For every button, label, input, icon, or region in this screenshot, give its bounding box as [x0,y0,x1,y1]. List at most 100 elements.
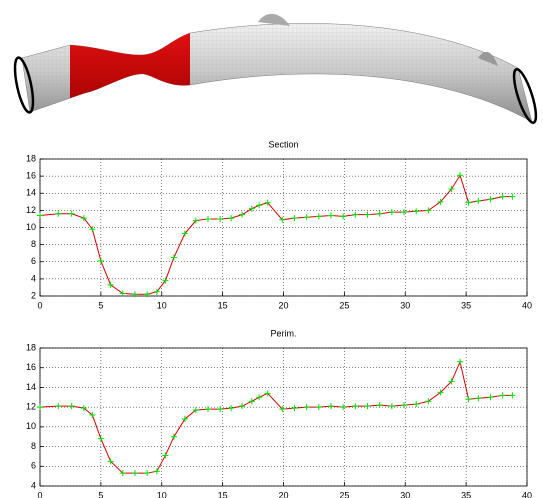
chart-title: Perim. [270,328,296,338]
point-marker [291,215,298,222]
point-marker [97,257,104,264]
point-marker [388,209,395,216]
point-marker [205,406,212,413]
x-tick-label: 10 [157,490,167,498]
point-marker [509,392,516,399]
point-marker [388,403,395,410]
point-marker [37,212,43,219]
x-tick-label: 10 [157,300,167,310]
point-marker [239,211,246,218]
x-tick-label: 15 [218,300,228,310]
point-marker [401,402,408,409]
point-marker [239,403,246,410]
y-tick-label: 12 [26,205,36,215]
x-tick-label: 35 [461,490,471,498]
point-marker [107,281,114,288]
point-marker [465,199,472,206]
point-marker [107,458,114,465]
point-marker [291,405,298,412]
point-marker [131,470,138,477]
series-line [39,360,513,474]
point-marker [315,213,322,220]
x-tick-label: 0 [37,300,42,310]
x-tick-label: 35 [461,300,471,310]
point-marker [217,215,224,222]
point-marker [487,394,494,401]
point-marker [448,185,455,192]
point-marker [437,389,444,396]
y-tick-label: 16 [26,171,36,181]
series-line [39,174,513,295]
point-marker [119,290,126,297]
point-marker [256,202,263,209]
y-tick-label: 8 [31,239,36,249]
point-marker [170,433,177,440]
x-tick-label: 15 [218,490,228,498]
point-marker [376,210,383,217]
point-marker [364,403,371,410]
point-marker [509,193,516,200]
point-marker [89,412,96,419]
point-marker [315,404,322,411]
point-marker [181,415,188,422]
y-tick-label: 4 [31,273,36,283]
point-marker [228,215,235,222]
plot-frame [39,158,528,297]
x-tick-label: 30 [400,300,410,310]
point-marker [89,226,96,233]
point-marker [153,288,160,295]
y-tick-label: 2 [31,290,36,300]
point-marker [119,470,126,477]
point-marker [55,210,62,217]
point-marker [153,468,160,475]
point-marker [80,405,87,412]
y-tick-label: 6 [31,461,36,471]
point-marker [248,205,255,212]
point-marker [457,172,464,179]
point-marker [131,291,138,298]
x-tick-label: 25 [339,490,349,498]
point-marker [413,208,420,215]
point-marker [68,210,75,217]
y-tick-label: 14 [26,188,36,198]
y-tick-label: 4 [31,480,36,490]
point-marker [352,403,359,410]
point-marker [457,358,464,365]
point-marker [80,215,87,222]
point-marker [205,215,212,222]
point-marker [499,193,506,200]
point-marker [97,435,104,442]
point-marker [340,404,347,411]
point-marker [437,198,444,205]
point-marker [217,406,224,413]
point-marker [475,197,482,204]
point-marker [68,403,75,410]
x-tick-label: 20 [278,490,288,498]
point-marker [181,230,188,237]
point-marker [413,401,420,408]
x-tick-label: 20 [278,300,288,310]
point-marker [144,470,151,477]
chart-title: Section [268,139,298,149]
point-marker [425,207,432,214]
point-marker [162,277,169,284]
point-marker [192,407,199,414]
y-tick-label: 18 [26,153,36,163]
plot-frame [39,347,528,487]
x-tick-label: 5 [98,300,103,310]
point-marker [144,291,151,298]
point-marker [303,404,310,411]
point-marker [264,199,271,206]
y-tick-label: 12 [26,402,36,412]
point-marker [465,396,472,403]
y-tick-label: 8 [31,441,36,451]
point-marker [425,398,432,405]
point-marker [327,403,334,410]
point-marker [279,406,286,413]
x-tick-label: 25 [339,300,349,310]
y-tick-label: 6 [31,256,36,266]
point-marker [487,196,494,203]
point-marker [248,398,255,405]
